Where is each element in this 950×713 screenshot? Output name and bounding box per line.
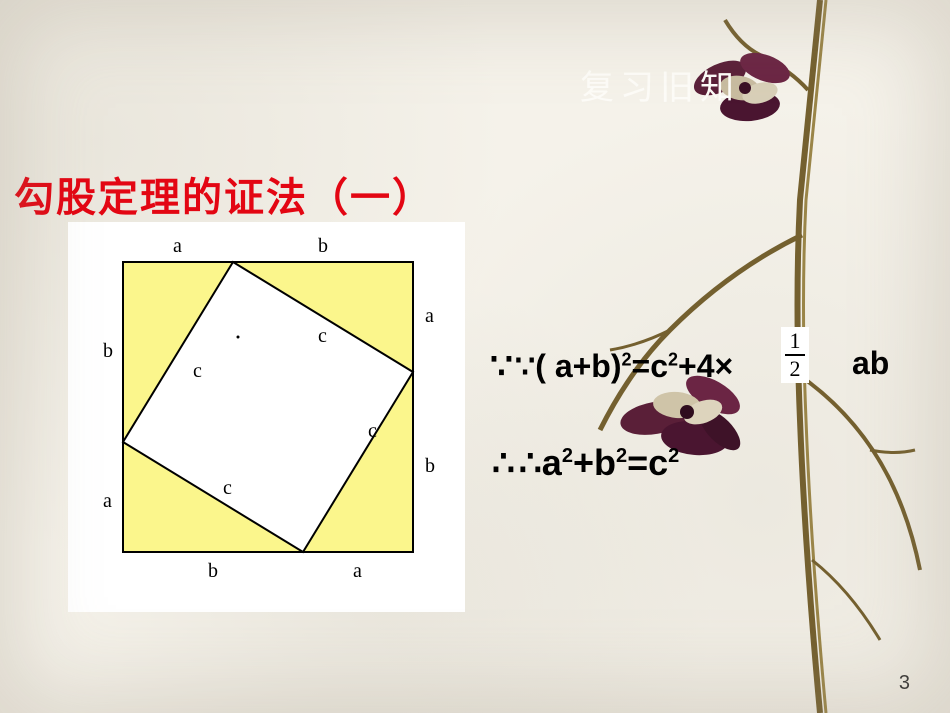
fraction-numerator: 1 <box>790 330 801 352</box>
fraction-one-half: 1 2 <box>781 327 809 383</box>
label-c-4: c <box>223 477 232 499</box>
label-b-bottom-left: b <box>208 560 218 582</box>
page-number: 3 <box>899 672 910 695</box>
fraction-denominator: 2 <box>790 358 801 380</box>
label-b-right-lower: b <box>425 455 435 477</box>
eq1-ab: ab <box>852 345 889 382</box>
because-symbol: ∵ <box>490 345 513 387</box>
label-b-top: b <box>318 235 328 257</box>
pythagoras-diagram: a b b a a b b a c c c c <box>68 222 465 612</box>
label-c-3: c <box>368 420 377 442</box>
equation-line-1: ∵ ∵( a+b)2=c2+4× <box>490 345 733 387</box>
label-a-left-lower: a <box>103 490 112 512</box>
diagram-svg: a b b a a b b a c c c c <box>68 222 465 612</box>
label-a-top: a <box>173 235 182 257</box>
header-review-text: 复习旧知 <box>580 60 740 109</box>
eq1-part1: ∵( a+b)2=c2+4× <box>515 347 733 385</box>
label-c-2: c <box>193 360 202 382</box>
therefore-symbol: ∴ <box>492 442 515 483</box>
label-a-bottom-right: a <box>353 560 362 582</box>
label-b-left-upper: b <box>103 340 113 362</box>
slide-title: 勾股定理的证法（一） <box>14 165 434 223</box>
label-c-1: c <box>318 325 327 347</box>
label-a-right-upper: a <box>425 305 434 327</box>
equation-line-2: ∴∴a2+b2=c2 <box>492 442 679 484</box>
